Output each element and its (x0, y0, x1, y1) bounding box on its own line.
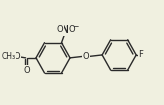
Text: −: − (72, 22, 78, 31)
Text: O: O (56, 25, 63, 34)
Text: O: O (69, 25, 75, 34)
Text: +: + (65, 24, 71, 29)
Text: O: O (23, 66, 30, 75)
Text: O: O (83, 52, 89, 61)
Text: N: N (61, 25, 70, 35)
Text: F: F (138, 50, 143, 59)
Text: CH₃: CH₃ (2, 52, 16, 61)
Text: O: O (14, 52, 20, 61)
